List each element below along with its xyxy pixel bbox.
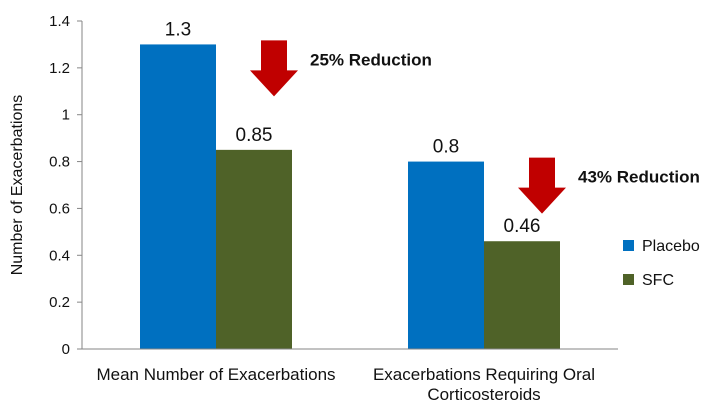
value-label: 0.8 [433,137,459,158]
annotation-label: 25% Reduction [310,50,432,69]
y-tick-label: 0.6 [49,200,70,217]
bars [140,44,560,350]
y-tick-label: 1.4 [49,13,70,30]
legend-swatch-placebo [623,240,634,251]
y-tick-label: 1 [62,107,70,124]
category-labels: Mean Number of Exacerbations Exacerbation… [96,365,595,404]
y-axis-label: Number of Exacerbations [9,95,26,276]
bar-sfc-2 [484,241,560,349]
category-label: Corticosteroids [427,385,540,404]
legend-label: Placebo [642,238,700,255]
y-axis-ticks: 0 0.2 0.4 0.6 0.8 1 1.2 1.4 [49,13,82,358]
value-label: 0.46 [504,216,541,237]
bar-placebo-1 [140,44,216,350]
y-tick-label: 0 [62,341,70,358]
value-labels: 1.3 0.85 0.8 0.46 [165,19,541,237]
bar-placebo-2 [408,161,484,349]
down-arrow-icon [518,157,566,214]
y-tick-label: 0.8 [49,154,70,171]
legend: Placebo SFC [623,238,700,289]
bar-sfc-1 [216,149,292,349]
reduction-annotation: 25% Reduction [250,40,432,97]
y-tick-label: 0.4 [49,247,70,264]
y-tick-label: 1.2 [49,60,70,77]
category-label: Exacerbations Requiring Oral [373,365,595,384]
legend-swatch-sfc [623,274,634,285]
y-tick-label: 0.2 [49,294,70,311]
value-label: 1.3 [165,19,191,40]
annotations: 25% Reduction 43% Reduction [250,40,700,214]
legend-label: SFC [642,272,674,289]
annotation-label: 43% Reduction [578,168,700,187]
down-arrow-icon [250,40,298,97]
category-label: Mean Number of Exacerbations [96,365,335,384]
value-label: 0.85 [236,125,273,146]
reduction-annotation: 43% Reduction [518,157,700,214]
